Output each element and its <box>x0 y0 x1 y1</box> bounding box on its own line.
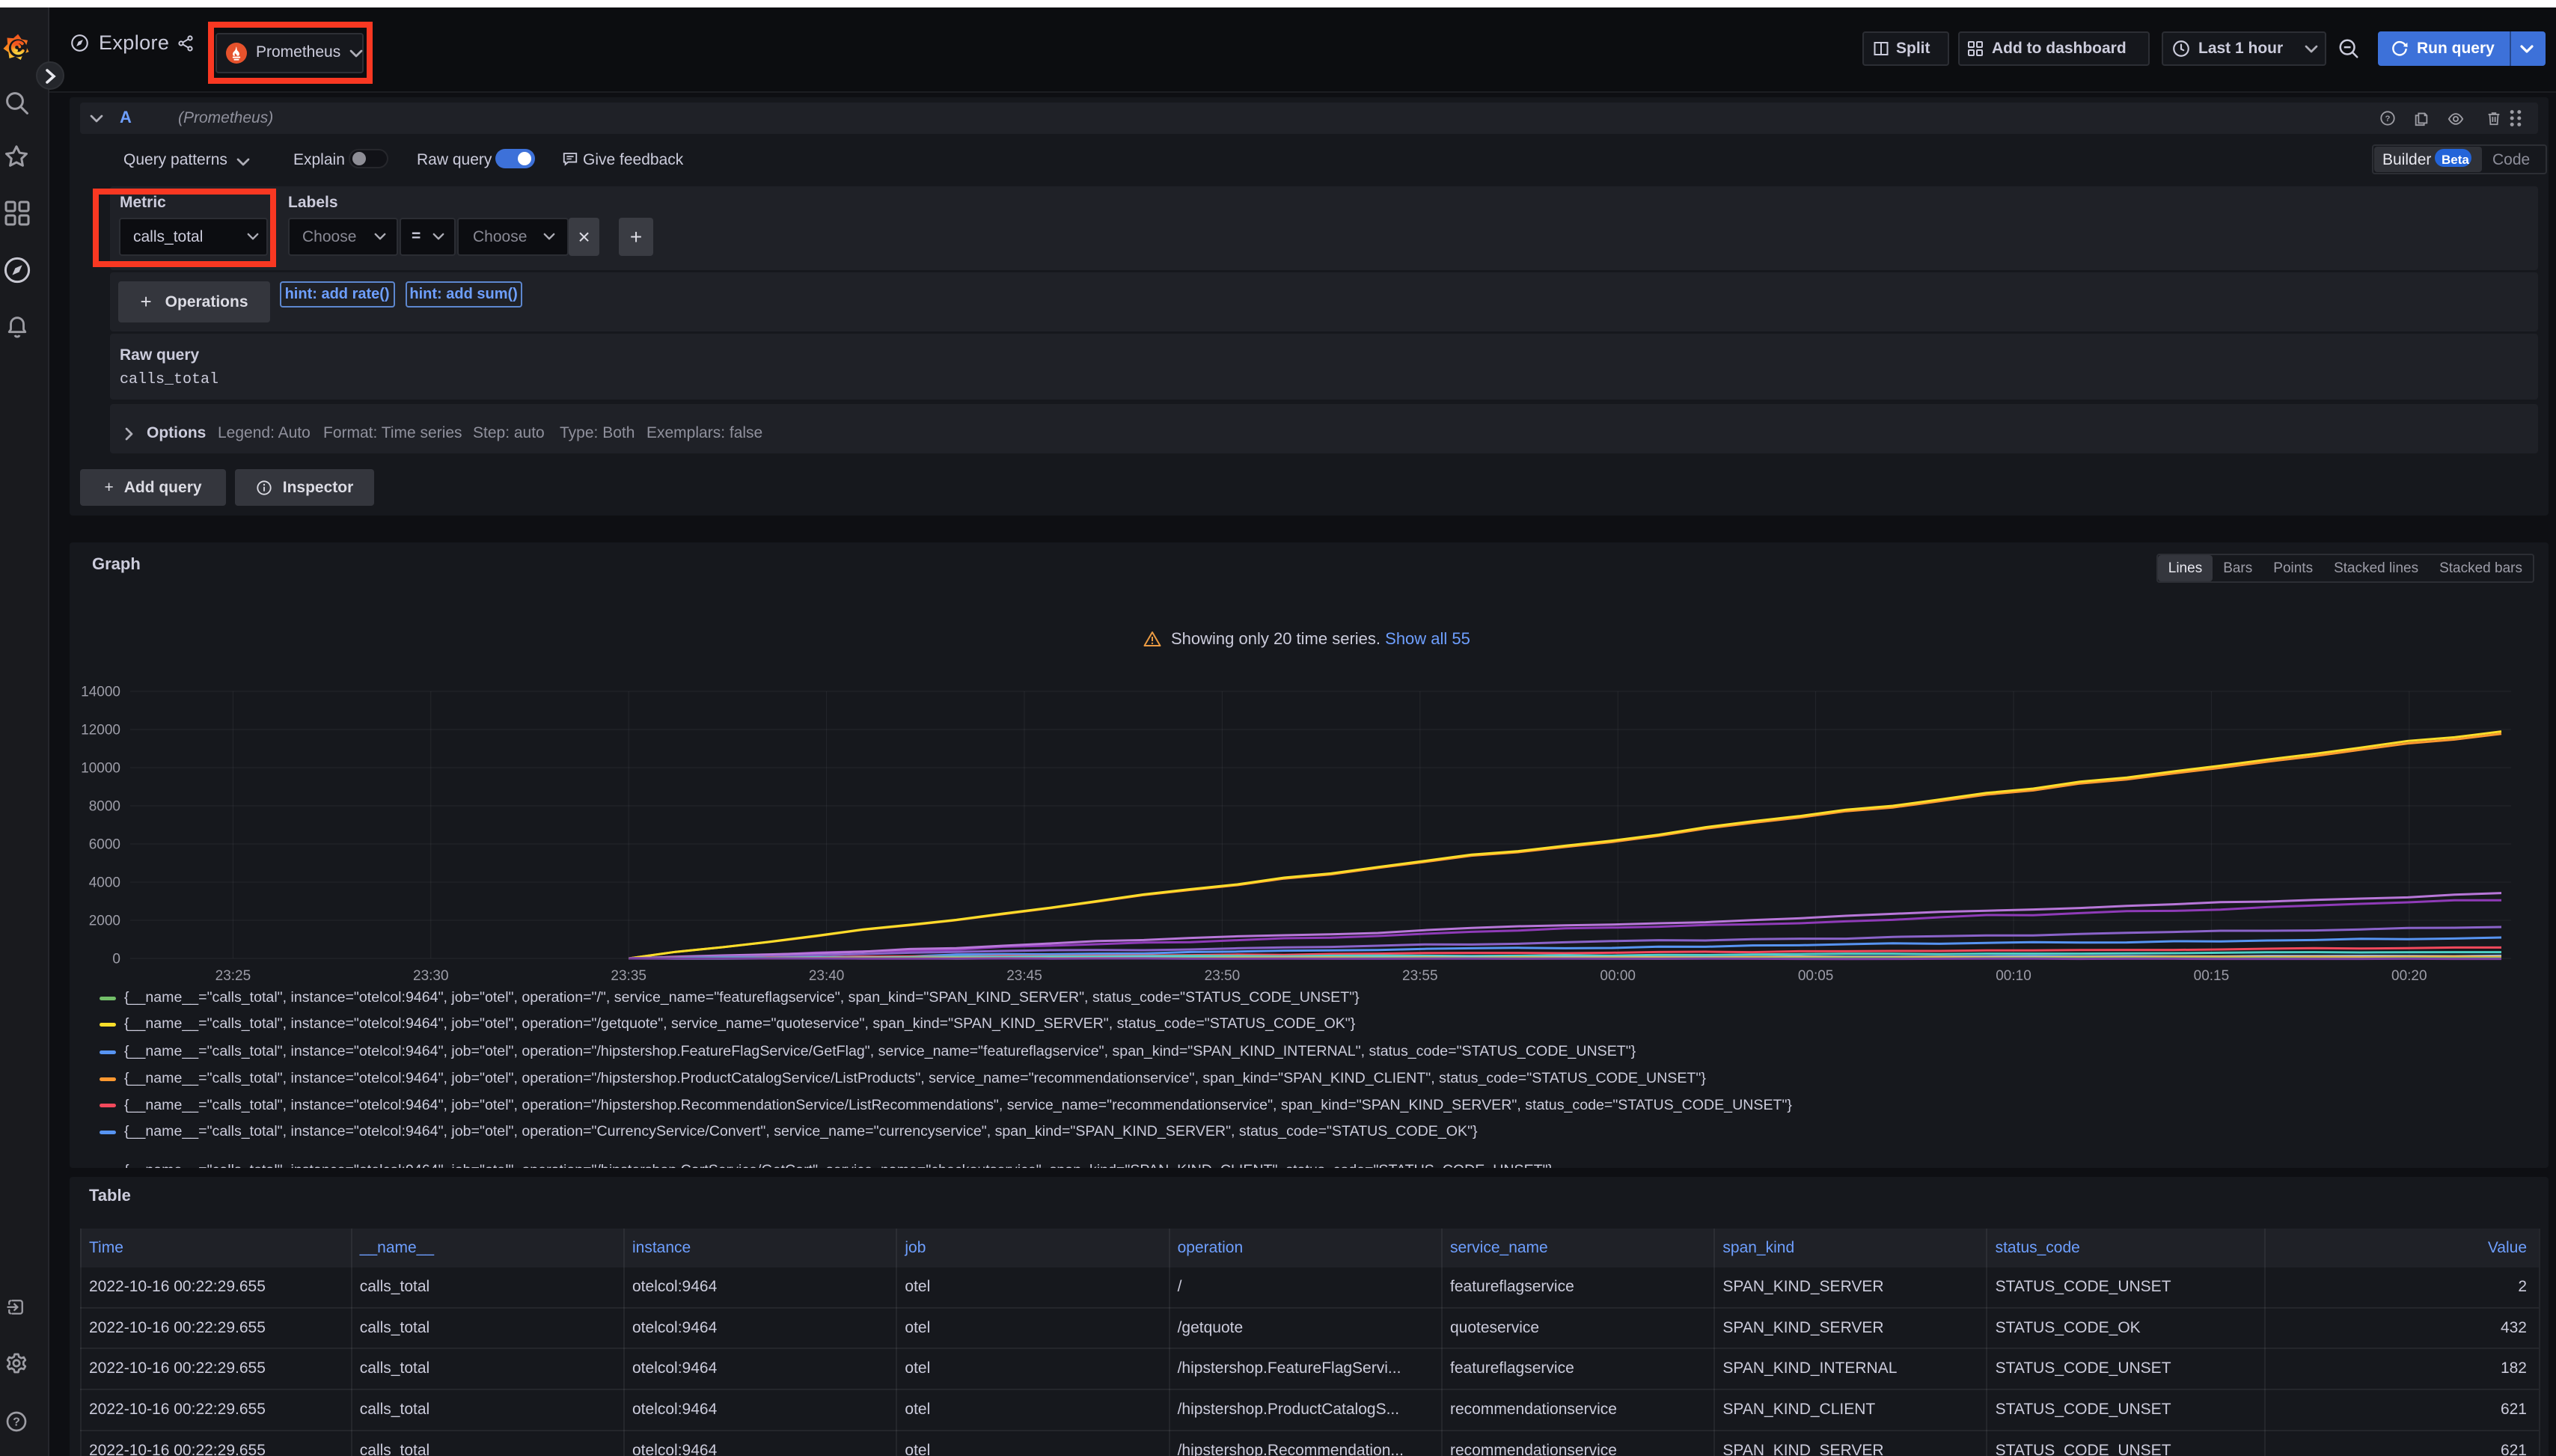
svg-text:2000: 2000 <box>89 913 120 929</box>
svg-text:23:40: 23:40 <box>809 968 845 984</box>
svg-text:00:05: 00:05 <box>1798 968 1834 984</box>
svg-text:23:45: 23:45 <box>1006 968 1042 984</box>
svg-text:10000: 10000 <box>81 760 120 776</box>
svg-text:23:30: 23:30 <box>413 968 449 984</box>
svg-text:23:35: 23:35 <box>611 968 646 984</box>
svg-text:00:15: 00:15 <box>2194 968 2230 984</box>
svg-text:12000: 12000 <box>81 722 120 738</box>
svg-text:00:10: 00:10 <box>1996 968 2031 984</box>
svg-text:?: ? <box>2385 114 2391 123</box>
svg-text:?: ? <box>13 1416 20 1429</box>
svg-text:8000: 8000 <box>89 798 120 814</box>
svg-text:00:20: 00:20 <box>2391 968 2427 984</box>
svg-text:4000: 4000 <box>89 875 120 890</box>
svg-text:0: 0 <box>112 951 120 967</box>
svg-text:6000: 6000 <box>89 836 120 852</box>
svg-text:14000: 14000 <box>81 684 120 700</box>
svg-text:23:25: 23:25 <box>215 968 251 984</box>
svg-text:23:55: 23:55 <box>1402 968 1438 984</box>
svg-text:00:00: 00:00 <box>1600 968 1636 984</box>
svg-text:23:50: 23:50 <box>1205 968 1241 984</box>
